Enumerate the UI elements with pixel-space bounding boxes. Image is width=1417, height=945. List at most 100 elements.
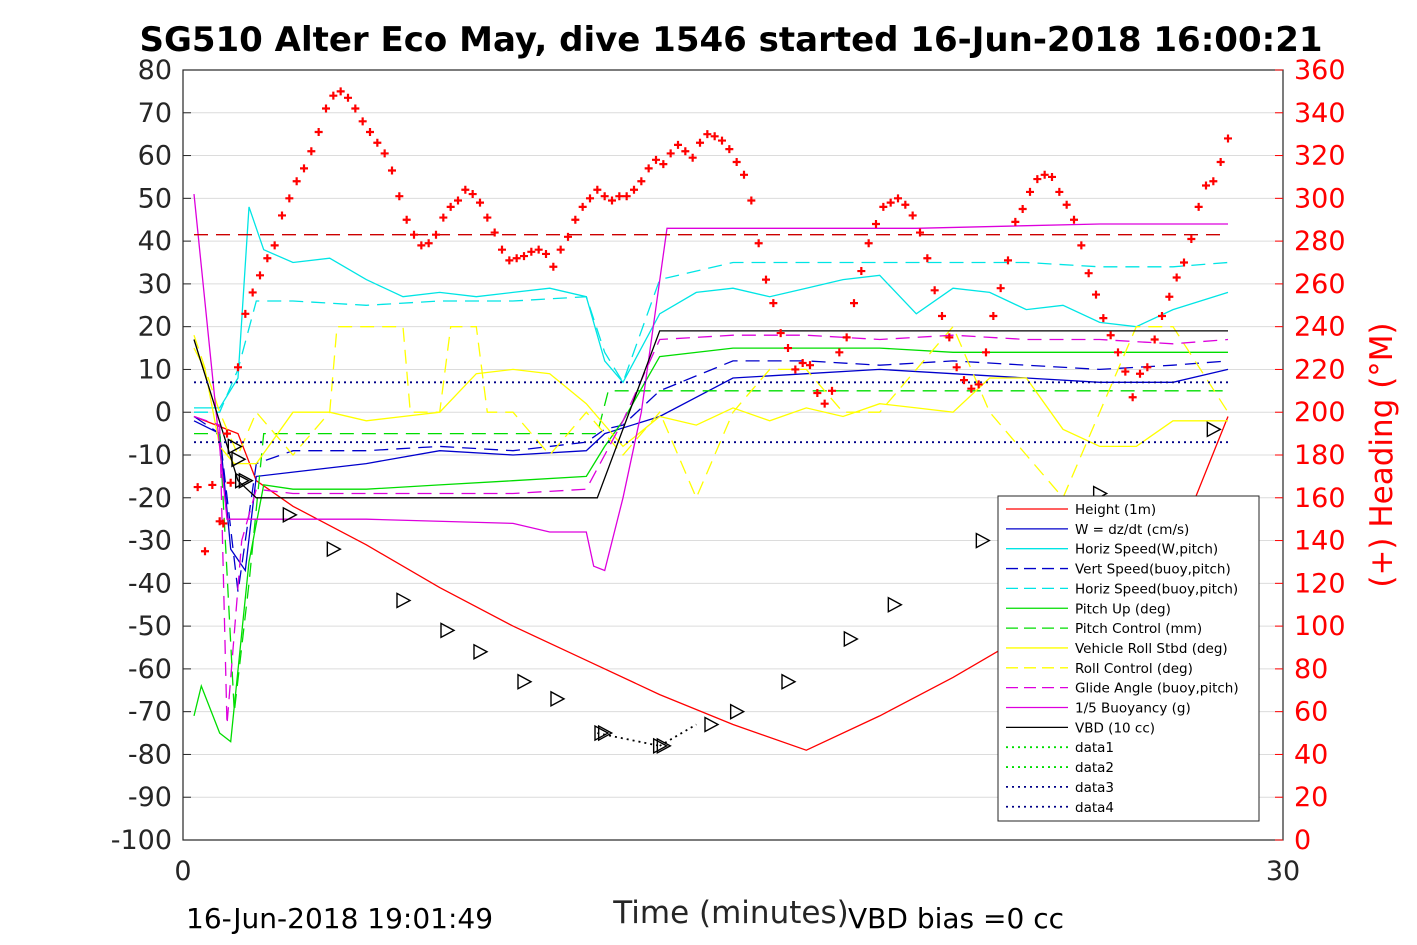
- heading-point: [1150, 335, 1159, 344]
- y-axis-right-label: (+) Heading (°M): [1364, 322, 1400, 587]
- x-axis: 0 30: [174, 856, 1300, 887]
- legend-label: Horiz Speed(W,pitch): [1075, 542, 1218, 558]
- heading-point: [930, 286, 939, 295]
- y-tick-label-right: 80: [1294, 654, 1328, 685]
- depth-marker: [227, 438, 243, 455]
- heading-point: [556, 245, 565, 254]
- heading-point: [703, 130, 712, 139]
- y-tick-label-right: 280: [1294, 226, 1346, 257]
- heading-point: [762, 275, 770, 284]
- series-line-10: [193, 194, 1228, 572]
- heading-point: [916, 228, 924, 237]
- y-tick-label-right: 260: [1294, 269, 1346, 300]
- heading-point: [784, 344, 792, 353]
- heading-point: [608, 196, 616, 205]
- legend: Height (1m) W = dz/dt (cm/s) Horiz Speed(W…: [997, 495, 1260, 822]
- heading-point: [945, 333, 954, 342]
- heading-point: [1004, 256, 1012, 265]
- heading-point: [967, 384, 976, 393]
- heading-point: [300, 164, 308, 173]
- heading-point: [725, 145, 734, 154]
- heading-point: [791, 365, 800, 374]
- heading-point: [314, 128, 323, 137]
- footer-vbd-bias: VBD bias =0 cc: [848, 902, 1064, 935]
- heading-point: [578, 202, 587, 211]
- y-tick-label-left: 30: [138, 269, 172, 300]
- depth-marker: [234, 472, 251, 489]
- heading-point: [1062, 200, 1071, 209]
- depth-marker: [550, 690, 566, 708]
- heading-point: [1180, 258, 1188, 267]
- heading-point: [505, 256, 514, 265]
- heading-point: [1033, 175, 1042, 184]
- legend-label: data2: [1075, 760, 1114, 776]
- depth-marker: [729, 703, 746, 720]
- heading-point: [454, 196, 462, 205]
- heading-point: [960, 376, 968, 385]
- heading-point: [835, 348, 844, 357]
- heading-point: [1209, 177, 1218, 186]
- footer-timestamp: 16-Jun-2018 19:01:49: [186, 902, 493, 935]
- depth-marker: [440, 622, 456, 639]
- heading-point: [1018, 205, 1027, 214]
- heading-point: [564, 232, 572, 241]
- heading-point: [329, 91, 338, 100]
- depth-marker: [594, 724, 610, 742]
- y-axis-left: 80 70 60 50 40 30 20 10 0 -10 -20 -30 -40 -50 -60 -70 -8…: [111, 55, 191, 856]
- heading-point: [681, 147, 690, 156]
- heading-point: [923, 254, 932, 263]
- legend-label: data1: [1075, 740, 1114, 756]
- legend-label: Pitch Control (mm): [1075, 621, 1202, 637]
- heading-point: [219, 519, 228, 528]
- depth-marker: [843, 630, 859, 648]
- heading-point: [952, 363, 961, 372]
- heading-point: [534, 245, 543, 254]
- heading-point: [468, 190, 477, 199]
- heading-point: [630, 185, 638, 194]
- series-line-2: [194, 206, 1229, 409]
- heading-point: [732, 157, 741, 166]
- heading-point: [1158, 311, 1166, 320]
- y-tick-label-right: 0: [1294, 825, 1311, 856]
- depth-marker: [1206, 421, 1222, 438]
- heading-point: [241, 309, 250, 318]
- heading-point: [351, 104, 360, 113]
- heading-point: [1194, 202, 1203, 211]
- heading-point: [696, 138, 704, 147]
- heading-point: [1128, 393, 1137, 402]
- legend-label: VBD (10 cc): [1075, 720, 1155, 736]
- series-layer: [193, 194, 1229, 751]
- heading-point: [652, 155, 660, 164]
- depth-marker: [656, 737, 672, 755]
- depth-marker: [326, 540, 342, 558]
- heading-point: [1011, 217, 1020, 226]
- heading-point: [740, 170, 748, 179]
- heading-point: [864, 239, 873, 248]
- heading-point: [483, 213, 492, 222]
- y-tick-label-left: -90: [128, 782, 172, 813]
- heading-point: [974, 380, 983, 389]
- legend-label: Vert Speed(buoy,pitch): [1075, 562, 1231, 578]
- reference-line-1: [597, 732, 660, 747]
- series-line-1: [193, 368, 1229, 573]
- heading-point: [806, 361, 814, 370]
- y-tick-label-left: -50: [128, 611, 172, 642]
- heading-point: [894, 194, 902, 203]
- y-axis-right: 3603403203002802602402202001801601401201…: [1275, 55, 1346, 856]
- heading-point: [226, 478, 235, 487]
- series-line-3: [193, 360, 1229, 592]
- y-tick-label-right: 60: [1294, 697, 1328, 728]
- heading-point: [659, 160, 668, 169]
- y-tick-label-left: -20: [128, 483, 172, 514]
- heading-point: [439, 213, 448, 222]
- legend-label: data3: [1075, 780, 1114, 796]
- heading-point: [278, 211, 286, 220]
- y-tick-label-right: 120: [1294, 568, 1346, 599]
- heading-point: [549, 262, 558, 271]
- heading-point: [285, 194, 294, 203]
- heading-point: [1048, 172, 1056, 181]
- y-tick-label-right: 340: [1294, 98, 1346, 129]
- heading-point: [1202, 181, 1210, 190]
- depth-marker: [597, 724, 614, 742]
